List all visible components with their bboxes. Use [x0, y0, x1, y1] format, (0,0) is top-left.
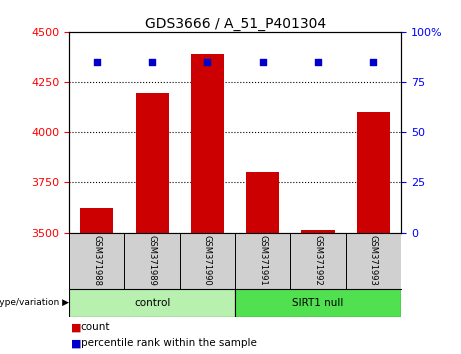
Text: GSM371992: GSM371992 [313, 235, 323, 286]
Bar [235, 289, 401, 317]
Text: ■: ■ [71, 338, 82, 348]
Point [204, 59, 211, 65]
Bar [246, 172, 279, 233]
Bar [191, 54, 224, 233]
Bar [69, 289, 235, 317]
Text: control: control [134, 298, 170, 308]
Text: percentile rank within the sample: percentile rank within the sample [81, 338, 257, 348]
Text: GSM371989: GSM371989 [148, 235, 157, 286]
Text: GSM371991: GSM371991 [258, 235, 267, 286]
Bar [136, 93, 169, 233]
Point [93, 59, 100, 65]
Text: GSM371988: GSM371988 [92, 235, 101, 286]
Text: genotype/variation ▶: genotype/variation ▶ [0, 298, 69, 307]
Text: count: count [81, 322, 110, 332]
Bar [301, 229, 335, 233]
Point [370, 59, 377, 65]
Text: GSM371993: GSM371993 [369, 235, 378, 286]
Title: GDS3666 / A_51_P401304: GDS3666 / A_51_P401304 [145, 17, 325, 31]
Bar [80, 209, 113, 233]
Text: ■: ■ [71, 322, 82, 332]
Text: GSM371990: GSM371990 [203, 235, 212, 286]
Point [314, 59, 322, 65]
Bar [357, 112, 390, 233]
Point [259, 59, 266, 65]
Text: SIRT1 null: SIRT1 null [292, 298, 344, 308]
Point [148, 59, 156, 65]
